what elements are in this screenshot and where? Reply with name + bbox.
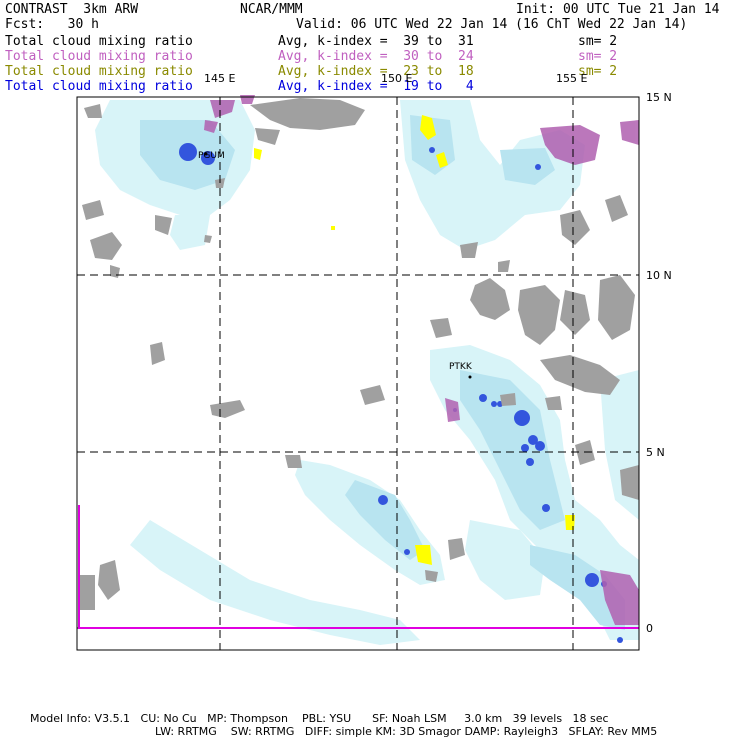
valid-time: Valid: 06 UTC Wed 22 Jan 14 (16 ChT Wed …: [296, 17, 688, 32]
lat-label-15n: 15 N: [646, 91, 672, 104]
model-title: CONTRAST 3km ARW: [5, 2, 139, 17]
field-name-2: Total cloud mixing ratio: [5, 49, 193, 64]
station-label-ptkk: PTKK: [449, 362, 472, 372]
org-label: NCAR/MMM: [240, 2, 303, 17]
lat-label-5n: 5 N: [646, 446, 665, 459]
map-frame: [76, 96, 640, 651]
field-sm-1: sm= 2: [578, 34, 618, 49]
lat-label-0: 0: [646, 622, 653, 635]
field-name-4: Total cloud mixing ratio: [5, 79, 193, 94]
field-name-1: Total cloud mixing ratio: [5, 34, 193, 49]
forecast-hour: Fcst: 30 h: [5, 17, 99, 32]
field-kindex-3: Avg, k-index = 23 to 18: [278, 64, 474, 79]
field-sm-2: sm= 2: [578, 49, 618, 64]
model-info-line-2: LW: RRTMG SW: RRTMG DIFF: simple KM: 3D …: [155, 725, 658, 738]
field-name-3: Total cloud mixing ratio: [5, 64, 193, 79]
model-info-line-1: Model Info: V3.5.1 CU: No Cu MP: Thompso…: [30, 712, 609, 725]
field-kindex-1: Avg, k-index = 39 to 31: [278, 34, 474, 49]
lon-label-155: 155 E: [556, 72, 588, 85]
lon-label-145: 145 E: [204, 72, 236, 85]
lat-label-10n: 10 N: [646, 269, 672, 282]
lon-label-150: 150 E: [381, 72, 413, 85]
station-markers: [204, 152, 472, 379]
field-kindex-4: Avg, k-index = 19 to 4: [278, 79, 474, 94]
field-sm-3: sm= 2: [578, 64, 618, 79]
field-kindex-2: Avg, k-index = 30 to 24: [278, 49, 474, 64]
land: [78, 98, 639, 610]
station-label-pgum: PGUM: [198, 151, 225, 161]
init-time: Init: 00 UTC Tue 21 Jan 14: [516, 2, 720, 17]
domain-boundary: [78, 505, 639, 629]
high-cloud: [204, 95, 639, 625]
